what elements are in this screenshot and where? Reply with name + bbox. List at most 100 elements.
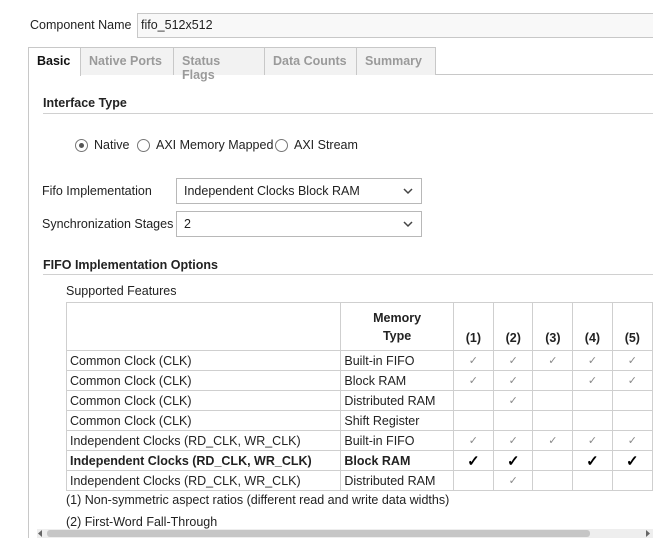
checkmark: ✓ [627, 435, 637, 447]
checkmark: ✓ [627, 355, 637, 367]
check-cell: ✓ [611, 370, 653, 391]
header-cell: Memory Type [340, 302, 454, 351]
checkmark: ✓ [508, 355, 518, 367]
checkmark: ✓ [508, 435, 518, 447]
checkmark: ✓ [586, 452, 599, 470]
check-cell: ✓ [493, 450, 534, 471]
memory-type-cell: Distributed RAM [340, 390, 454, 411]
header-label: (4) [584, 331, 601, 345]
header-label: Memory Type [373, 311, 422, 343]
header-cell: (3) [532, 302, 574, 351]
chevron[interactable] [403, 188, 413, 195]
scroll-left[interactable] [37, 530, 43, 537]
scroll-right[interactable] [645, 530, 651, 537]
checkmark: ✓ [548, 355, 558, 367]
checkmark: ✓ [468, 375, 479, 387]
memory-type-cell: Built-in FIFO [340, 430, 454, 451]
tab[interactable]: Data Counts [264, 47, 357, 75]
table-row: Independent Clocks (RD_CLK, WR_CLK) Distr… [65, 470, 653, 491]
radio[interactable] [275, 139, 288, 152]
table-row: Common Clock (CLK) Distributed RAM ✓ [65, 390, 653, 411]
checkmark: ✓ [508, 395, 518, 407]
header-cell [65, 302, 342, 351]
radio[interactable] [137, 139, 150, 152]
checkmark: ✓ [508, 375, 518, 387]
radio-label[interactable]: AXI Memory Mapped [156, 138, 274, 152]
feature-cell: Common Clock (CLK) [65, 410, 342, 431]
component-input[interactable]: fifo_512x512 [137, 13, 653, 38]
checkmark: ✓ [468, 355, 479, 367]
check-cell [611, 470, 653, 491]
check-cell: ✓ [572, 350, 613, 371]
note: (1) Non-symmetric aspect ratios (differe… [66, 493, 450, 507]
check-cell: ✓ [452, 350, 495, 371]
check-cell [532, 370, 574, 391]
check-cell: ✓ [532, 350, 574, 371]
table-row: Common Clock (CLK) Block RAM ✓ ✓ ✓ ✓ [65, 370, 653, 391]
chevron[interactable] [403, 221, 413, 228]
check-cell [532, 450, 574, 471]
section-rule [43, 274, 653, 275]
header-label: (3) [545, 331, 561, 345]
tab[interactable]: Native Ports [80, 47, 174, 75]
scrollbar[interactable] [37, 529, 653, 538]
dropdown[interactable]: Independent Clocks Block RAM [176, 178, 422, 204]
header-cell: (1) [452, 302, 495, 351]
check-cell [532, 410, 574, 431]
table-row: Independent Clocks (RD_CLK, WR_CLK) Built… [65, 430, 653, 451]
check-cell [572, 390, 613, 411]
radio[interactable] [75, 139, 88, 152]
field-label: Synchronization Stages [42, 217, 174, 231]
check-cell [532, 470, 574, 491]
feature-cell: Common Clock (CLK) [65, 370, 342, 391]
checkmark: ✓ [506, 452, 520, 470]
checkmark: ✓ [508, 475, 518, 487]
dropdown[interactable]: 2 [176, 211, 422, 237]
section-title: Interface Type [43, 96, 127, 110]
check-cell: ✓ [493, 350, 534, 371]
memory-type-cell: Block RAM [340, 370, 454, 391]
check-cell: ✓ [452, 450, 495, 471]
dropdown-value[interactable]: 2 [184, 217, 191, 231]
check-cell: ✓ [452, 430, 495, 451]
check-cell: ✓ [572, 370, 613, 391]
check-cell [452, 390, 495, 411]
checkmark: ✓ [626, 452, 639, 470]
check-cell: ✓ [452, 370, 495, 391]
check-cell: ✓ [611, 350, 653, 371]
check-cell: ✓ [493, 370, 534, 391]
check-cell [572, 470, 613, 491]
header-cell: (5) [611, 302, 653, 351]
memory-type-cell: Built-in FIFO [340, 350, 454, 371]
field-label: Fifo Implementation [42, 184, 152, 198]
checkmark: ✓ [468, 435, 479, 447]
feature-cell: Independent Clocks (RD_CLK, WR_CLK) [65, 470, 342, 491]
table-row: Independent Clocks (RD_CLK, WR_CLK) Block… [65, 450, 653, 471]
radio-label[interactable]: Native [94, 138, 130, 152]
memory-type-cell: Distributed RAM [340, 470, 454, 491]
table-row: Common Clock (CLK) Shift Register [65, 410, 653, 431]
checkmark: ✓ [548, 435, 558, 447]
check-cell [572, 410, 613, 431]
header-cell: (4) [572, 302, 613, 351]
check-cell [452, 470, 495, 491]
header-label: (1) [465, 331, 482, 345]
tab[interactable]: Status Flags [173, 47, 265, 82]
check-cell [611, 410, 653, 431]
checkmark: ✓ [467, 452, 480, 470]
scroll-thumb[interactable] [47, 530, 590, 537]
panel-border [28, 75, 29, 538]
checkmark: ✓ [587, 355, 598, 367]
check-cell: ✓ [611, 450, 653, 471]
check-cell: ✓ [572, 450, 613, 471]
tab[interactable]: Summary [356, 47, 436, 75]
feature-cell: Independent Clocks (RD_CLK, WR_CLK) [65, 450, 342, 471]
section-title: FIFO Implementation Options [43, 258, 218, 272]
check-cell: ✓ [493, 470, 534, 491]
note: (2) First-Word Fall-Through [66, 515, 218, 529]
check-cell [493, 410, 534, 431]
tab[interactable]: Basic [28, 47, 81, 76]
dropdown-value[interactable]: Independent Clocks Block RAM [184, 184, 360, 198]
radio-label[interactable]: AXI Stream [294, 138, 358, 152]
